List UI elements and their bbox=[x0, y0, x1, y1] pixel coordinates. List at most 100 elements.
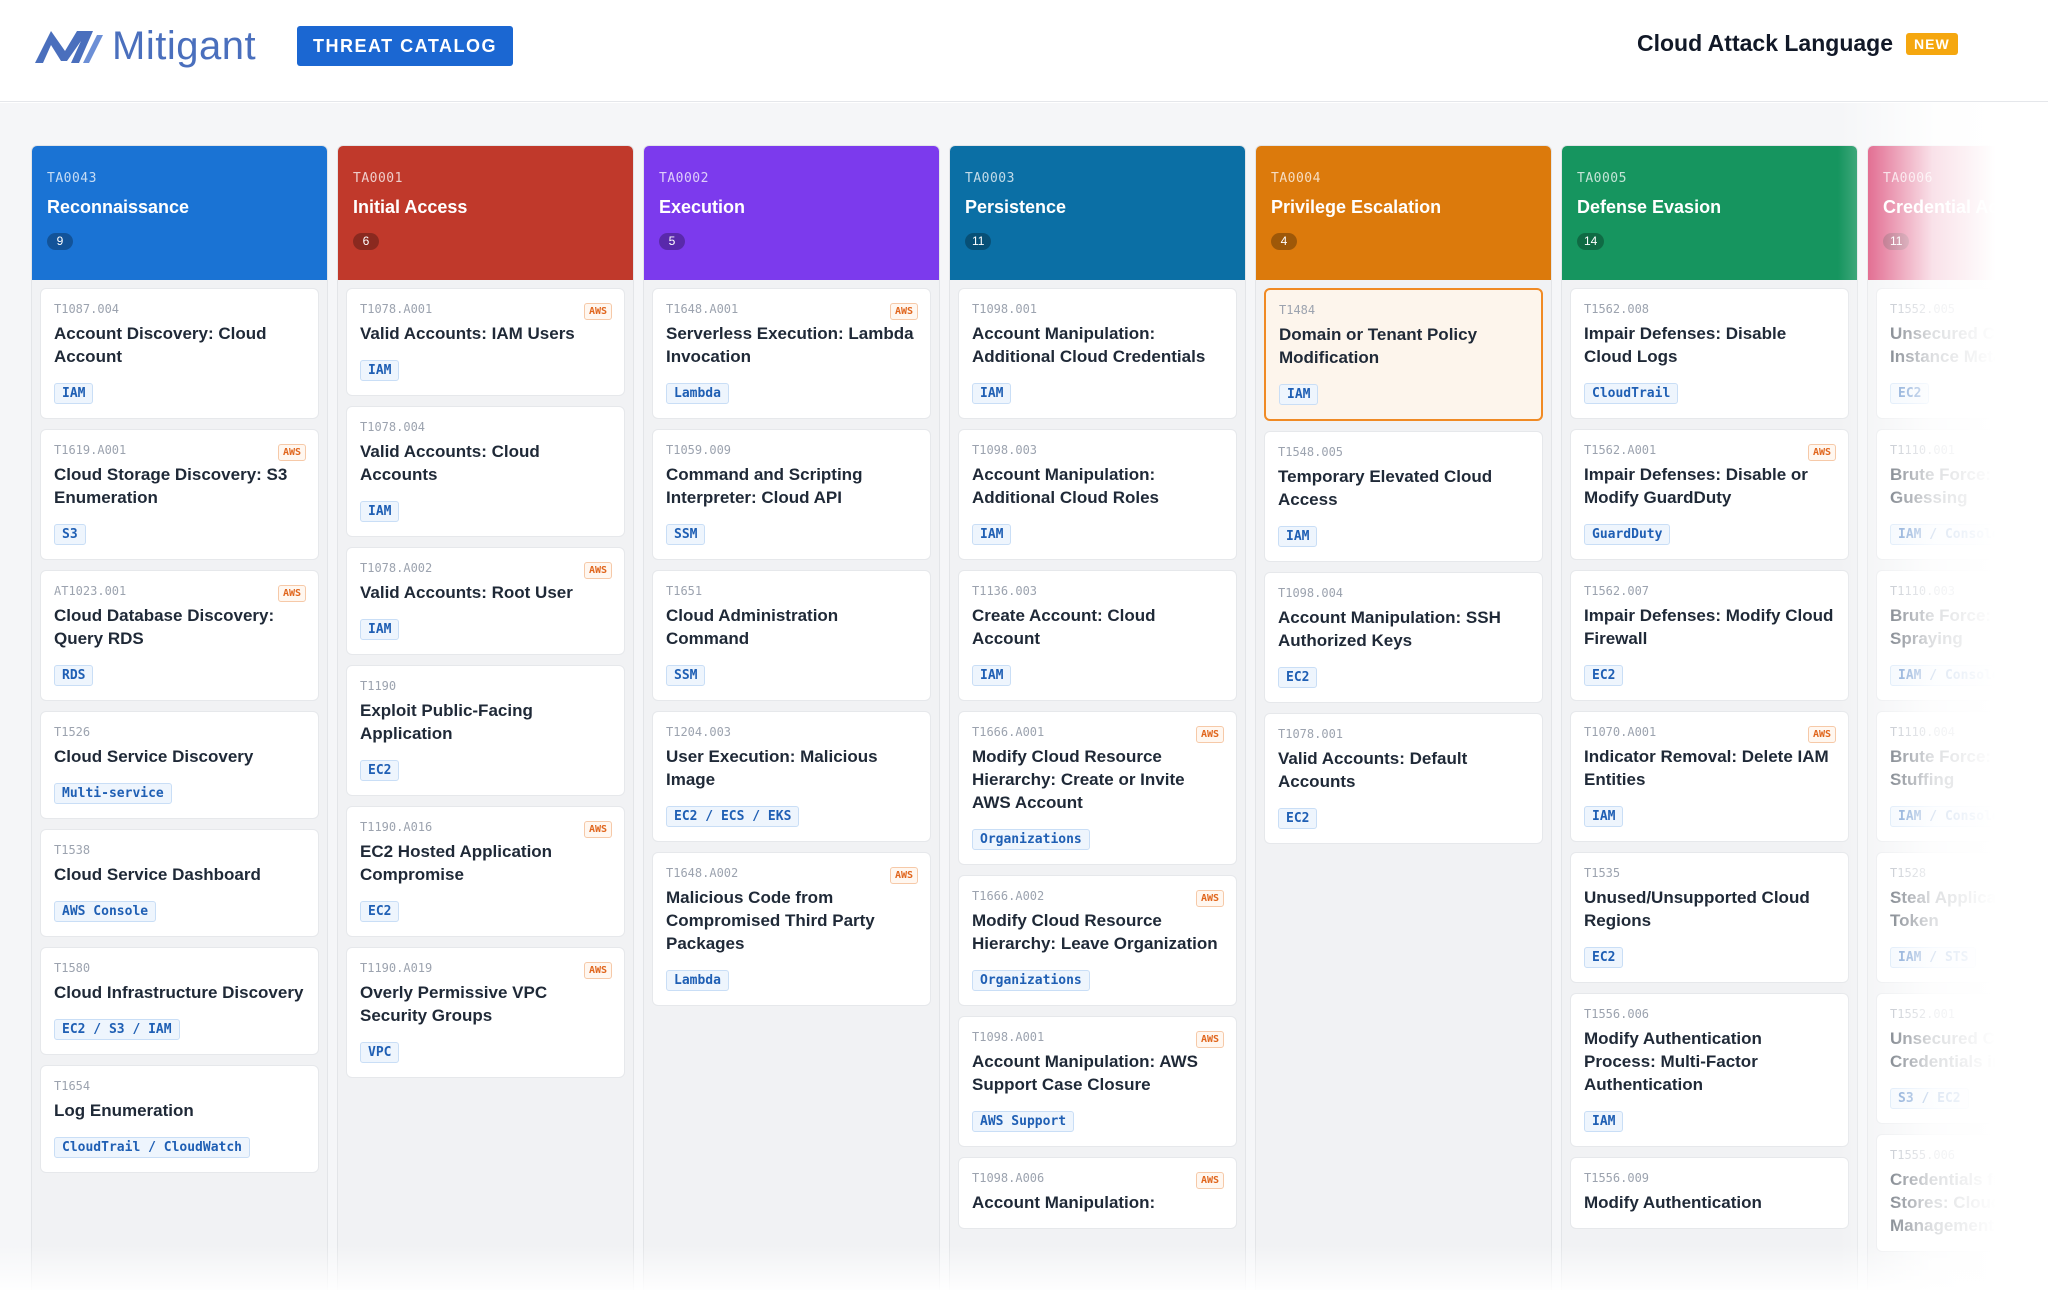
technique-id: T1538 bbox=[54, 843, 91, 857]
technique-title: Indicator Removal: Delete IAM Entities bbox=[1584, 747, 1829, 789]
technique-title: Cloud Service Discovery bbox=[54, 747, 254, 766]
service-tag: RDS bbox=[54, 665, 94, 686]
technique-list: T1098.001 Account Manipulation: Additiona… bbox=[950, 280, 1245, 1229]
tactic-column-ta0004: TA0004 Privilege Escalation 4 T1484 Domain o… bbox=[1255, 145, 1552, 1290]
technique-card[interactable]: T1204.003 User Execution: Malicious Image… bbox=[652, 711, 931, 842]
technique-card[interactable]: T1555.006 Credentials from Password Store… bbox=[1876, 1134, 2048, 1252]
technique-title: Brute Force: Credential Stuffing bbox=[1890, 747, 2048, 789]
technique-card[interactable]: T1666.A001 AWS Modify Cloud Resource Hiera… bbox=[958, 711, 1237, 865]
tactic-header[interactable]: TA0004 Privilege Escalation 4 bbox=[1256, 146, 1551, 280]
technique-card[interactable]: T1136.003 Create Account: Cloud Account IA… bbox=[958, 570, 1237, 701]
aws-badge: AWS bbox=[583, 562, 612, 579]
technique-id: T1666.A002 bbox=[972, 889, 1045, 903]
service-tag: EC2 / ECS / EKS bbox=[666, 806, 800, 827]
technique-card[interactable]: T1651 Cloud Administration Command SSM bbox=[652, 570, 931, 701]
technique-list: T1087.004 Account Discovery: Cloud Accoun… bbox=[32, 280, 327, 1173]
technique-card[interactable]: T1070.A001 AWS Indicator Removal: Delete I… bbox=[1570, 711, 1849, 842]
service-tag: Organizations bbox=[972, 970, 1090, 991]
technique-card[interactable]: T1552.005 Unsecured Credentials: Instance… bbox=[1876, 288, 2048, 419]
tactics-board: TA0043 Reconnaissance 9 T1087.004 Account Di… bbox=[0, 103, 2048, 1290]
tactic-header[interactable]: TA0006 Credential Access 11 bbox=[1868, 146, 2048, 280]
technique-card[interactable]: T1666.A002 AWS Modify Cloud Resource Hiera… bbox=[958, 875, 1237, 1006]
technique-card[interactable]: T1110.001 Brute Force: Password Guessing I… bbox=[1876, 429, 2048, 560]
technique-card[interactable]: T1078.A002 AWS Valid Accounts: Root User IA… bbox=[346, 547, 625, 655]
top-bar: Mitigant THREAT CATALOG Cloud Attack Lan… bbox=[0, 0, 2048, 102]
technique-card[interactable]: T1190.A019 AWS Overly Permissive VPC Secur… bbox=[346, 947, 625, 1078]
technique-card[interactable]: T1562.A001 AWS Impair Defenses: Disable or… bbox=[1570, 429, 1849, 560]
technique-title: Temporary Elevated Cloud Access bbox=[1278, 467, 1493, 509]
technique-card[interactable]: T1098.A006 AWS Account Manipulation: bbox=[958, 1157, 1237, 1229]
technique-card[interactable]: T1619.A001 AWS Cloud Storage Discovery: S3… bbox=[40, 429, 319, 560]
technique-card[interactable]: T1098.A001 AWS Account Manipulation: AWS S… bbox=[958, 1016, 1237, 1147]
aws-badge: AWS bbox=[889, 867, 918, 884]
technique-card[interactable]: T1526 Cloud Service Discovery Multi-servic… bbox=[40, 711, 319, 819]
logo[interactable]: Mitigant bbox=[31, 24, 256, 68]
technique-card[interactable]: T1648.A002 AWS Malicious Code from Comprom… bbox=[652, 852, 931, 1006]
service-tag: IAM bbox=[1584, 806, 1624, 827]
technique-card[interactable]: T1078.A001 AWS Valid Accounts: IAM Users IA… bbox=[346, 288, 625, 396]
technique-card[interactable]: T1562.008 Impair Defenses: Disable Cloud … bbox=[1570, 288, 1849, 419]
technique-card[interactable]: T1078.004 Valid Accounts: Cloud Accounts I… bbox=[346, 406, 625, 537]
technique-id: T1078.A002 bbox=[360, 561, 433, 575]
technique-card[interactable]: T1556.009 Modify Authentication bbox=[1570, 1157, 1849, 1229]
technique-card[interactable]: T1098.003 Account Manipulation: Additiona… bbox=[958, 429, 1237, 560]
technique-card[interactable]: T1556.006 Modify Authentication Process: … bbox=[1570, 993, 1849, 1147]
technique-card[interactable]: T1190 Exploit Public-Facing Application EC… bbox=[346, 665, 625, 796]
technique-title: Account Manipulation: Additional Cloud R… bbox=[972, 465, 1159, 507]
technique-card[interactable]: T1110.003 Brute Force: Password Spraying I… bbox=[1876, 570, 2048, 701]
service-tag: IAM bbox=[360, 360, 400, 381]
service-tag: AWS Console bbox=[54, 901, 157, 922]
tactic-header[interactable]: TA0002 Execution 5 bbox=[644, 146, 939, 280]
technique-id: T1190.A019 bbox=[360, 961, 433, 975]
service-tag: VPC bbox=[360, 1042, 400, 1063]
technique-card[interactable]: T1110.004 Brute Force: Credential Stuffin… bbox=[1876, 711, 2048, 842]
service-tag: IAM bbox=[972, 524, 1012, 545]
technique-id: T1552.001 bbox=[1890, 1007, 1956, 1021]
tactic-column-ta0001: TA0001 Initial Access 6 T1078.A001 AWS Valid … bbox=[337, 145, 634, 1290]
technique-id: T1526 bbox=[54, 725, 91, 739]
tactic-header[interactable]: TA0003 Persistence 11 bbox=[950, 146, 1245, 280]
service-tag: IAM bbox=[972, 383, 1012, 404]
technique-card[interactable]: T1087.004 Account Discovery: Cloud Accoun… bbox=[40, 288, 319, 419]
technique-id: T1110.003 bbox=[1890, 584, 1956, 598]
technique-id: T1535 bbox=[1584, 866, 1621, 880]
technique-card[interactable]: T1548.005 Temporary Elevated Cloud Access… bbox=[1264, 431, 1543, 562]
service-tag: GuardDuty bbox=[1584, 524, 1671, 545]
tactic-title: Execution bbox=[659, 197, 746, 217]
technique-card[interactable]: T1078.001 Valid Accounts: Default Account… bbox=[1264, 713, 1543, 844]
technique-card[interactable]: T1654 Log Enumeration CloudTrail / CloudWa… bbox=[40, 1065, 319, 1173]
technique-card[interactable]: T1552.001 Unsecured Credentials: Credenti… bbox=[1876, 993, 2048, 1124]
technique-card[interactable]: AT1023.001 AWS Cloud Database Discovery: Q… bbox=[40, 570, 319, 701]
technique-card[interactable]: T1562.007 Impair Defenses: Modify Cloud F… bbox=[1570, 570, 1849, 701]
technique-card[interactable]: T1098.004 Account Manipulation: SSH Autho… bbox=[1264, 572, 1543, 703]
technique-card[interactable]: T1580 Cloud Infrastructure Discovery EC2 /… bbox=[40, 947, 319, 1055]
cloud-attack-language-link[interactable]: Cloud Attack Language NEW bbox=[1637, 30, 1958, 57]
tactic-id: TA0043 bbox=[47, 171, 97, 186]
technique-count-badge: 5 bbox=[659, 233, 685, 250]
technique-card[interactable]: T1190.A016 AWS EC2 Hosted Application Comp… bbox=[346, 806, 625, 937]
technique-card[interactable]: T1535 Unused/Unsupported Cloud Regions EC2 bbox=[1570, 852, 1849, 983]
technique-card[interactable]: T1528 Steal Application Access Token IAM /… bbox=[1876, 852, 2048, 983]
service-tag: CloudTrail / CloudWatch bbox=[54, 1137, 251, 1158]
technique-card[interactable]: T1648.A001 AWS Serverless Execution: Lambd… bbox=[652, 288, 931, 419]
technique-card[interactable]: T1098.001 Account Manipulation: Additiona… bbox=[958, 288, 1237, 419]
technique-title: Serverless Execution: Lambda Invocation bbox=[666, 324, 914, 366]
technique-card[interactable]: T1538 Cloud Service Dashboard AWS Console bbox=[40, 829, 319, 937]
technique-title: Cloud Administration Command bbox=[666, 606, 839, 648]
tactic-header[interactable]: TA0043 Reconnaissance 9 bbox=[32, 146, 327, 280]
tactic-header[interactable]: TA0001 Initial Access 6 bbox=[338, 146, 633, 280]
tactic-title: Initial Access bbox=[353, 197, 468, 217]
tactic-header[interactable]: TA0005 Defense Evasion 14 bbox=[1562, 146, 1857, 280]
technique-card[interactable]: T1484 Domain or Tenant Policy Modificatio… bbox=[1264, 288, 1543, 421]
service-tag: IAM / STS bbox=[1890, 947, 1977, 968]
tactic-id: TA0004 bbox=[1271, 171, 1321, 186]
aws-badge: AWS bbox=[1807, 726, 1836, 743]
service-tag: IAM / Console bbox=[1890, 665, 2008, 686]
threat-catalog-button[interactable]: THREAT CATALOG bbox=[297, 26, 513, 66]
aws-badge: AWS bbox=[1195, 1172, 1224, 1189]
technique-title: Unused/Unsupported Cloud Regions bbox=[1584, 888, 1810, 930]
technique-id: T1548.005 bbox=[1278, 445, 1344, 459]
aws-badge: AWS bbox=[1195, 1031, 1224, 1048]
technique-card[interactable]: T1059.009 Command and Scripting Interpret… bbox=[652, 429, 931, 560]
technique-title: Steal Application Access Token bbox=[1890, 888, 2048, 930]
